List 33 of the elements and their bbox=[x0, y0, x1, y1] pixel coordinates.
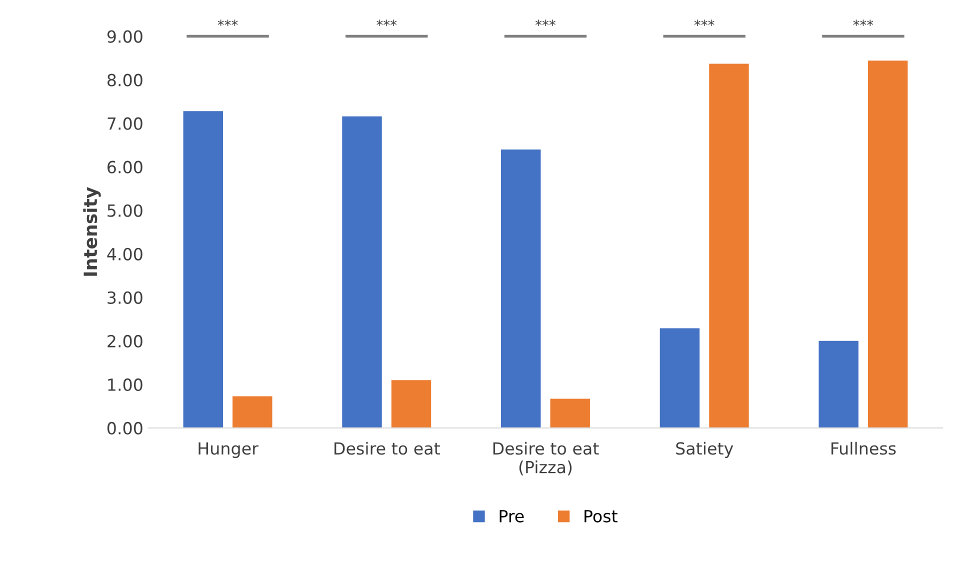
y-tick-label: 0.00 bbox=[107, 422, 142, 435]
text: *** bbox=[694, 20, 714, 26]
y-tick-label: 5.00 bbox=[108, 204, 142, 217]
bar bbox=[550, 398, 590, 428]
legend-label: Pre bbox=[500, 510, 524, 522]
text: *** bbox=[535, 20, 556, 26]
y-tick-label: 3.00 bbox=[108, 291, 142, 304]
bar bbox=[501, 149, 541, 428]
text: *** bbox=[853, 20, 874, 26]
y-tick-label: 6.00 bbox=[108, 160, 142, 174]
x-tick-label: Satiety bbox=[676, 442, 734, 458]
x-tick-label: Desire to eat (Pizza) bbox=[493, 442, 599, 476]
y-axis-title: Intensity bbox=[83, 187, 101, 276]
y-tick-label: 4.00 bbox=[107, 248, 142, 260]
x-tick-label: Fullness bbox=[832, 442, 896, 455]
y-tick-label: 7.00 bbox=[108, 117, 142, 130]
y-tick-label: 2.00 bbox=[108, 334, 142, 348]
bar bbox=[391, 380, 432, 428]
y-tick-label: 9.00 bbox=[107, 30, 142, 43]
bar bbox=[818, 340, 858, 428]
y-tick-label: 1.00 bbox=[108, 378, 142, 392]
bar bbox=[868, 60, 908, 428]
x-tick-label: Desire to eat bbox=[334, 442, 440, 455]
bar bbox=[660, 328, 700, 428]
bar bbox=[232, 396, 272, 428]
text: *** bbox=[218, 20, 238, 26]
legend-label: Post bbox=[584, 510, 618, 522]
bar bbox=[183, 111, 223, 428]
bar bbox=[342, 116, 382, 428]
x-tick-label: Hunger bbox=[198, 442, 258, 458]
bar bbox=[709, 64, 749, 428]
text: *** bbox=[376, 20, 397, 26]
y-tick-label: 8.00 bbox=[107, 74, 142, 86]
